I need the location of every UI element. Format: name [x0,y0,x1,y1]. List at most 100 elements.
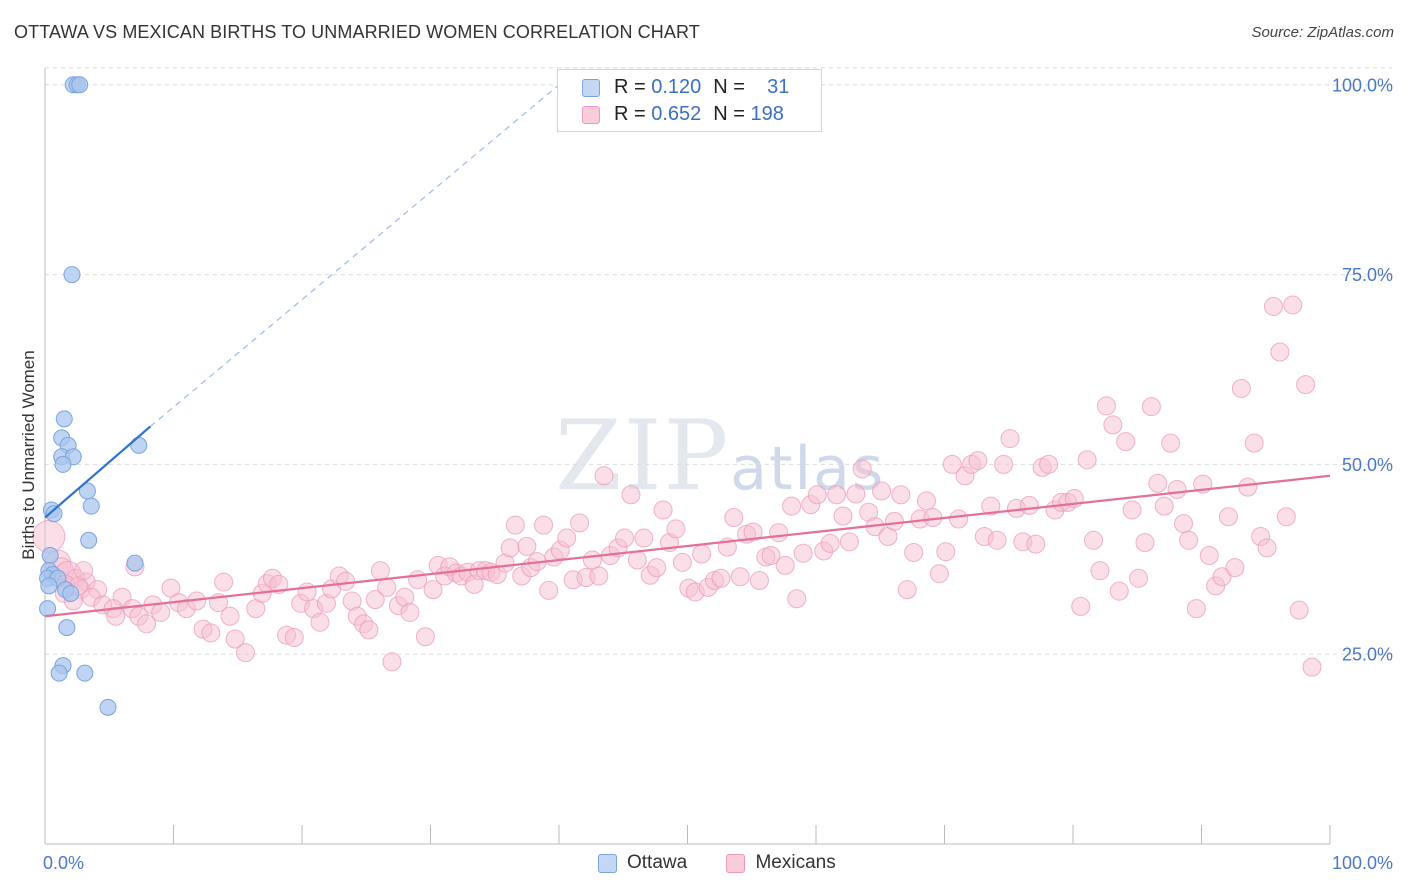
point-ottawa [71,76,89,94]
point-mexicans [1289,600,1309,620]
point-mexicans [1148,473,1168,493]
point-ottawa [50,664,68,682]
point-ottawa [82,497,100,515]
legend-label-mexicans: Mexicans [755,852,836,873]
point-mexicans [297,582,317,602]
point-mexicans [827,485,847,505]
legend-swatch-ottawa [582,78,600,97]
x-tick-label-1: 100.0% [1332,853,1393,873]
point-ottawa [99,698,117,716]
point-mexicans [994,454,1014,474]
legend-r-label: R = [614,103,646,126]
trend-line-ottawa [44,425,152,519]
legend-r-value-mexicans: 0.652 [651,103,702,126]
point-mexicans [666,519,686,539]
point-mexicans [1179,530,1199,550]
point-ottawa [58,619,76,637]
point-mexicans [839,532,859,552]
point-ottawa [63,266,81,284]
point-mexicans [1218,507,1238,527]
point-mexicans [653,500,673,520]
point-mexicans [359,620,379,640]
point-mexicans [793,543,813,563]
point-mexicans [1103,415,1123,435]
point-mexicans [820,533,840,553]
point-mexicans [942,454,962,474]
point-mexicans [365,590,385,610]
point-ottawa [130,436,148,454]
point-mexicans [1186,599,1206,619]
mexicans-points [32,295,1322,677]
point-mexicans [594,466,614,486]
point-mexicans [929,564,949,584]
point-mexicans [423,580,443,600]
point-mexicans [1154,496,1174,516]
point-mexicans [672,552,692,572]
point-mexicans [370,561,390,581]
legend-row-mexicans: R = 0.652 N = 198 [582,103,784,127]
point-mexicans [872,481,892,501]
point-mexicans [517,536,537,556]
trend-lines [44,84,1331,618]
point-mexicans [775,555,795,575]
point-ottawa [54,455,72,473]
point-ottawa [55,410,73,428]
point-mexicans [846,484,866,504]
point-mexicans [1141,397,1161,417]
legend-label-ottawa: Ottawa [627,852,688,873]
y-tick-label-2: 75.0% [1342,265,1393,285]
axes [44,68,1331,845]
point-mexicans [582,550,602,570]
grid-lines [45,67,1392,655]
point-mexicans [415,627,435,647]
point-mexicans [615,528,635,548]
point-ottawa [40,577,58,595]
point-mexicans [74,561,94,581]
point-mexicans [981,496,1001,516]
point-mexicans [884,511,904,531]
point-mexicans [1167,479,1187,499]
point-mexicans [500,538,520,558]
point-mexicans [987,530,1007,550]
point-mexicans [897,580,917,600]
trend-line-mexicans [44,474,1331,618]
y-tick-label-0: 25.0% [1342,645,1393,665]
point-mexicans [711,568,731,588]
point-mexicans [1225,558,1245,578]
point-mexicans [761,545,781,565]
point-mexicans [1000,429,1020,449]
point-mexicans [1135,533,1155,553]
point-mexicans [505,515,525,535]
point-mexicans [1174,514,1194,534]
point-mexicans [137,614,157,634]
y-tick-label-1: 50.0% [1342,455,1393,475]
point-mexicans [400,602,420,622]
legend-item-ottawa[interactable]: Ottawa [598,852,687,874]
point-mexicans [1283,295,1303,315]
ottawa-points [39,76,148,716]
legend-swatch-mexicans [582,105,600,124]
point-mexicans [1257,538,1277,558]
point-mexicans [852,459,872,479]
point-mexicans [1212,567,1232,587]
point-mexicans [627,550,647,570]
point-mexicans [1129,568,1149,588]
point-mexicans [310,612,330,632]
point-mexicans [1276,507,1296,527]
point-ottawa [62,584,80,602]
point-mexicans [336,571,356,591]
x-tick-label-0: 0.0% [43,853,84,873]
point-mexicans [214,572,234,592]
point-mexicans [408,570,428,590]
legend-n-label: N = [713,76,745,99]
point-mexicans [749,571,769,591]
legend-swatch-mexicans [726,853,746,873]
point-mexicans [692,544,712,564]
source-label: Source: ZipAtlas.com [1251,24,1394,41]
point-mexicans [621,485,641,505]
point-ottawa [80,531,98,549]
point-mexicans [534,515,554,535]
point-mexicans [220,606,240,626]
point-ottawa [76,664,94,682]
legend-item-mexicans[interactable]: Mexicans [726,852,836,874]
